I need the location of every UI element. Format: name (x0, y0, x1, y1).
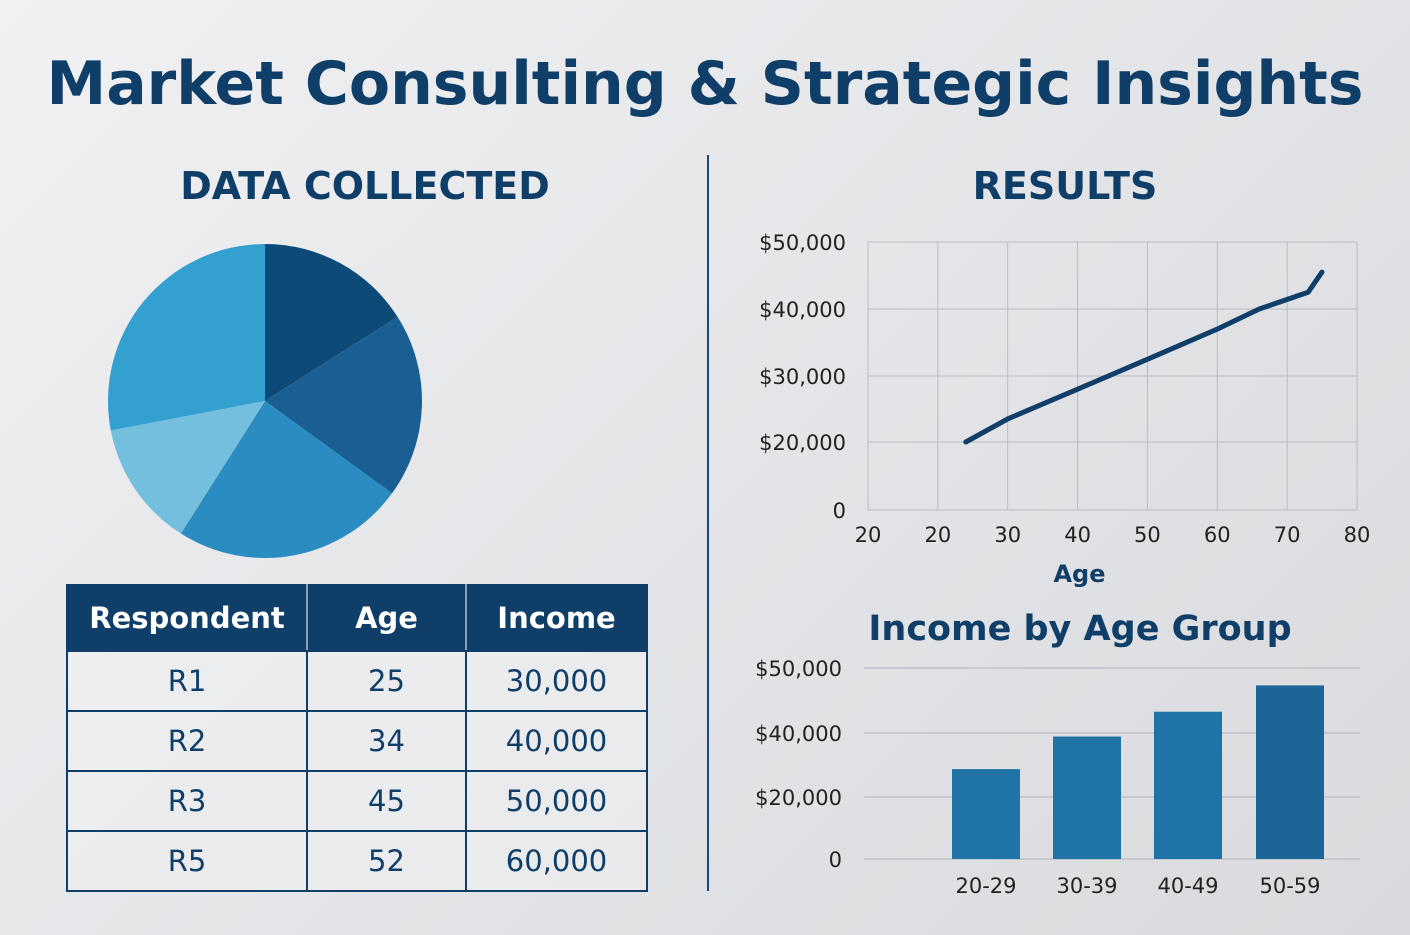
cell-income: 40,000 (465, 710, 648, 772)
cell-respondent: R2 (66, 710, 308, 772)
pie-chart (107, 244, 422, 558)
section-divider (707, 155, 709, 891)
x-tick-label: 50 (1134, 523, 1161, 547)
y-tick-label: $50,000 (759, 231, 846, 255)
table-row: R3 45 50,000 (66, 770, 648, 832)
x-tick-label: 20 (924, 523, 951, 547)
bar-chart-title: Income by Age Group (868, 609, 1291, 649)
line-series (963, 269, 1325, 445)
x-tick-label: 30-39 (1056, 874, 1117, 898)
pie-slice (180, 401, 393, 558)
x-tick-label: 20-29 (955, 874, 1016, 898)
x-tick-label: 20 (855, 523, 882, 547)
cell-age: 52 (306, 830, 467, 892)
bar (1154, 711, 1222, 859)
plot-border (867, 241, 1358, 511)
x-tick-label: 30 (994, 523, 1021, 547)
header-age: Age (306, 584, 467, 652)
y-tick-label: $50,000 (755, 657, 842, 681)
y-tick-label: $40,000 (755, 722, 842, 746)
pie-slice (265, 244, 398, 401)
data-collected-heading: DATA COLLECTED (180, 164, 550, 208)
cell-income: 50,000 (465, 770, 648, 832)
y-tick-label: $20,000 (759, 431, 846, 455)
respondent-table: Respondent Age Income R1 25 30,000 R2 34… (66, 584, 648, 892)
x-tick-label: 80 (1344, 523, 1371, 547)
line-chart: 0 $20,000 $30,000 $40,000 $50,000 20 20 30 40 50 6… (759, 231, 1371, 588)
x-tick-label: 40 (1064, 523, 1091, 547)
cell-age: 34 (306, 710, 467, 772)
x-tick-label: 60 (1204, 523, 1231, 547)
page-title: Market Consulting & Strategic Insights (46, 49, 1364, 119)
results-heading: RESULTS (972, 164, 1158, 208)
bar (952, 769, 1020, 859)
y-tick-label: 0 (833, 499, 846, 523)
y-tick-label: $40,000 (759, 298, 846, 322)
pie-slice (107, 244, 265, 431)
table-row: R2 34 40,000 (66, 710, 648, 772)
cell-income: 60,000 (465, 830, 648, 892)
x-tick-label: 40-49 (1157, 874, 1218, 898)
x-tick-label: 50-59 (1259, 874, 1320, 898)
table-header-row: Respondent Age Income (66, 584, 648, 652)
cell-age: 25 (306, 650, 467, 712)
header-income: Income (465, 584, 648, 652)
cell-age: 45 (306, 770, 467, 832)
cell-respondent: R5 (66, 830, 308, 892)
cell-income: 30,000 (465, 650, 648, 712)
y-tick-label: $30,000 (759, 365, 846, 389)
bar (1053, 736, 1121, 859)
pie-slice (110, 401, 265, 534)
table-row: R5 52 60,000 (66, 830, 648, 892)
x-tick-label: 70 (1274, 523, 1301, 547)
cell-respondent: R3 (66, 770, 308, 832)
cell-respondent: R1 (66, 650, 308, 712)
bar (1256, 685, 1324, 859)
table-row: R1 25 30,000 (66, 650, 648, 712)
y-tick-label: 0 (829, 848, 842, 872)
header-respondent: Respondent (66, 584, 308, 652)
pie-slice (265, 316, 422, 494)
x-axis-label: Age (1053, 560, 1105, 588)
bar-chart: 0 $20,000 $40,000 $50,000 Income by Age Grou… (755, 609, 1360, 898)
y-tick-label: $20,000 (755, 786, 842, 810)
